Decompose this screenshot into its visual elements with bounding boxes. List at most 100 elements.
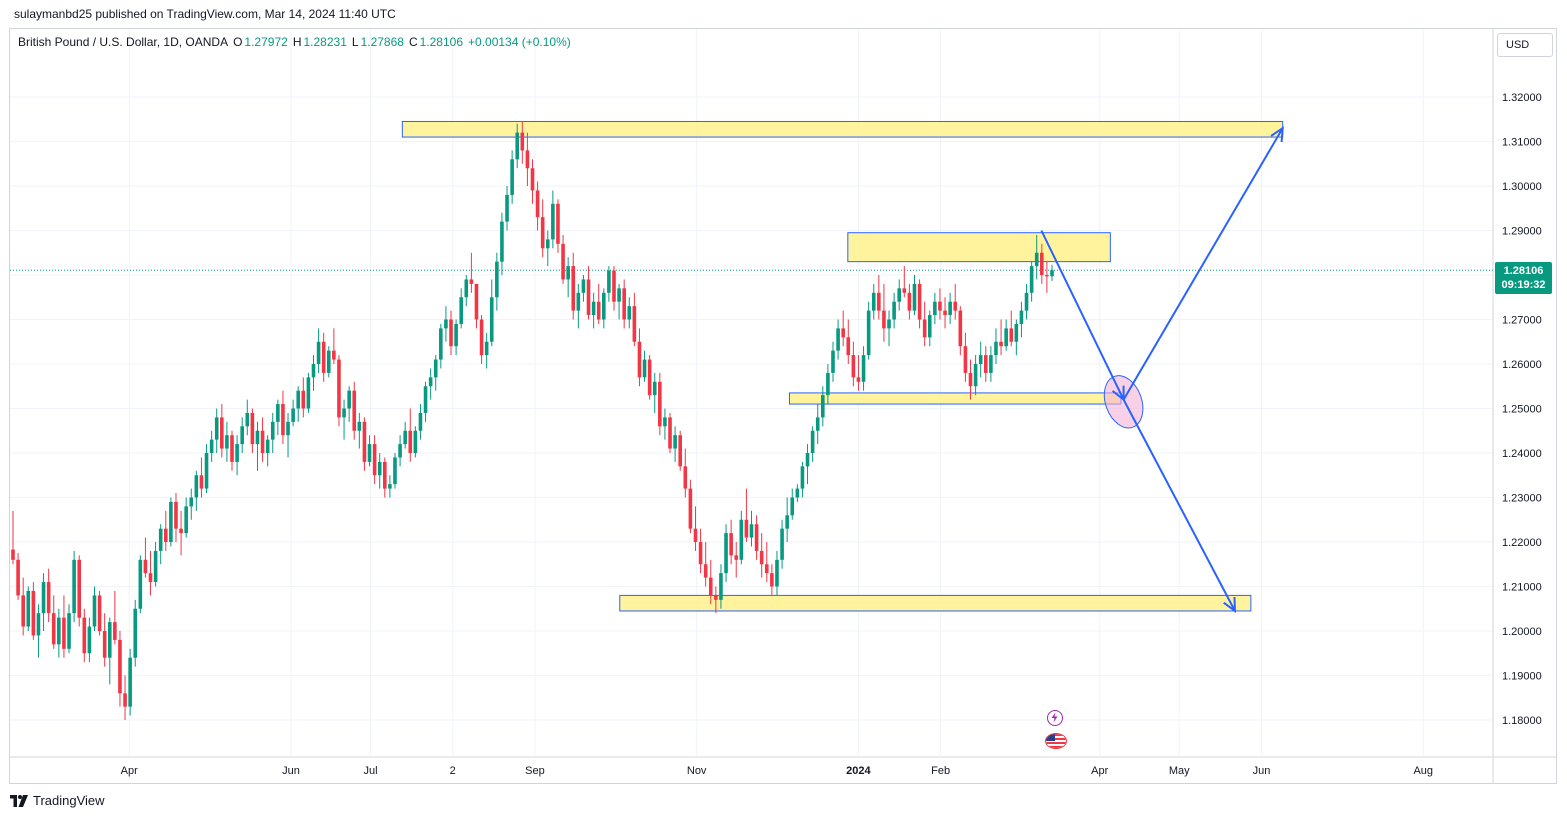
candle-body — [551, 203, 555, 240]
candle-body — [199, 475, 204, 489]
candle-body — [586, 279, 591, 316]
candle-body — [291, 408, 295, 422]
publisher-line: sulaymanbd25 published on TradingView.co… — [14, 7, 396, 21]
tradingview-logo-icon — [10, 794, 28, 807]
candle-body — [729, 533, 733, 556]
candle-body — [668, 417, 672, 449]
candle-body — [459, 297, 463, 324]
candle-body — [276, 404, 280, 422]
time-tick-label: 2024 — [846, 765, 871, 777]
candle-body — [220, 417, 224, 449]
candle-body — [775, 559, 779, 587]
candle-body — [989, 355, 993, 373]
candle-body — [652, 381, 657, 396]
candle-body — [128, 657, 132, 707]
supply-demand-zone — [619, 594, 1252, 612]
lightning-event-icon[interactable] — [1047, 710, 1063, 726]
candle-body — [953, 301, 958, 311]
candle-body — [566, 266, 570, 280]
candle-body — [795, 488, 800, 498]
candle-body — [948, 301, 952, 316]
candle-body — [357, 421, 362, 431]
candle-body — [393, 457, 397, 485]
candle-body — [16, 559, 20, 596]
candle-body — [693, 528, 698, 542]
price-tick-label: 1.18000 — [1502, 715, 1542, 727]
time-tick-label: Nov — [687, 765, 707, 777]
candle-body — [51, 613, 56, 645]
candle-body — [67, 613, 71, 649]
candle-body — [169, 501, 173, 542]
candle-body — [423, 386, 428, 413]
candle-body — [637, 341, 642, 378]
candle-body — [439, 328, 443, 360]
candle-body — [882, 310, 886, 329]
candle-body — [535, 190, 540, 218]
candle-body — [184, 506, 188, 534]
candle-body — [163, 528, 168, 542]
candle-body — [240, 426, 244, 445]
candle-body — [1045, 275, 1049, 277]
high-value: H 1.28231 — [292, 35, 347, 49]
candle-body — [764, 564, 769, 574]
candle-body — [454, 323, 458, 347]
candle-body — [1024, 292, 1029, 311]
candle-body — [449, 319, 453, 347]
candle-body — [871, 292, 876, 311]
change-value: +0.00134 (+0.10%) — [468, 35, 571, 49]
candle-body — [21, 595, 25, 627]
candle-body — [678, 435, 683, 467]
candle-body — [113, 622, 117, 640]
candle-body — [1009, 328, 1014, 342]
candle-body — [510, 159, 514, 195]
candle-body — [708, 577, 713, 596]
supply-demand-zone — [788, 392, 1122, 405]
candle-body — [958, 310, 963, 347]
candle-body — [688, 488, 693, 529]
time-tick-label: Jun — [1253, 765, 1271, 777]
candle-body — [714, 595, 718, 600]
candle-body — [403, 430, 407, 445]
candle-body — [107, 622, 112, 658]
currency-button[interactable]: USD — [1497, 33, 1553, 57]
arrowhead — [1270, 126, 1284, 143]
candle-body — [663, 417, 667, 427]
price-tick-label: 1.20000 — [1502, 626, 1542, 638]
footer-brand[interactable]: TradingView — [10, 793, 105, 808]
candle-body — [897, 288, 902, 302]
candle-body — [530, 168, 535, 191]
candle-body — [505, 194, 509, 222]
candle-body — [296, 390, 301, 409]
candle-body — [607, 270, 611, 293]
candle-body — [617, 288, 621, 302]
candle-body — [749, 524, 754, 538]
candle-body — [118, 639, 122, 694]
candle-body — [214, 417, 219, 440]
candle-body — [1034, 252, 1039, 267]
candle-body — [189, 497, 194, 507]
candle-body — [739, 519, 744, 560]
candle-body — [77, 559, 82, 618]
candle-body — [846, 337, 851, 356]
candle-body — [36, 613, 41, 636]
arrowhead — [1223, 596, 1237, 614]
candle-body — [647, 359, 652, 396]
us-flag-event-icon[interactable] — [1045, 733, 1067, 749]
time-tick-label: Feb — [931, 765, 950, 777]
time-tick-label: Sep — [525, 765, 545, 777]
candle-body — [856, 377, 861, 382]
candle-body — [352, 390, 357, 431]
candles-layer — [11, 121, 1054, 720]
candle-body — [413, 430, 418, 453]
bar-countdown: 09:19:32 — [1501, 279, 1546, 291]
candle-body — [209, 439, 214, 453]
zones-layer — [401, 120, 1284, 612]
candle-body — [836, 328, 840, 351]
candle-body — [596, 301, 601, 320]
candle-body — [286, 421, 290, 436]
candle-body — [912, 283, 917, 311]
candle-body — [179, 528, 183, 534]
time-tick-label: May — [1169, 765, 1190, 777]
candle-body — [123, 693, 127, 707]
